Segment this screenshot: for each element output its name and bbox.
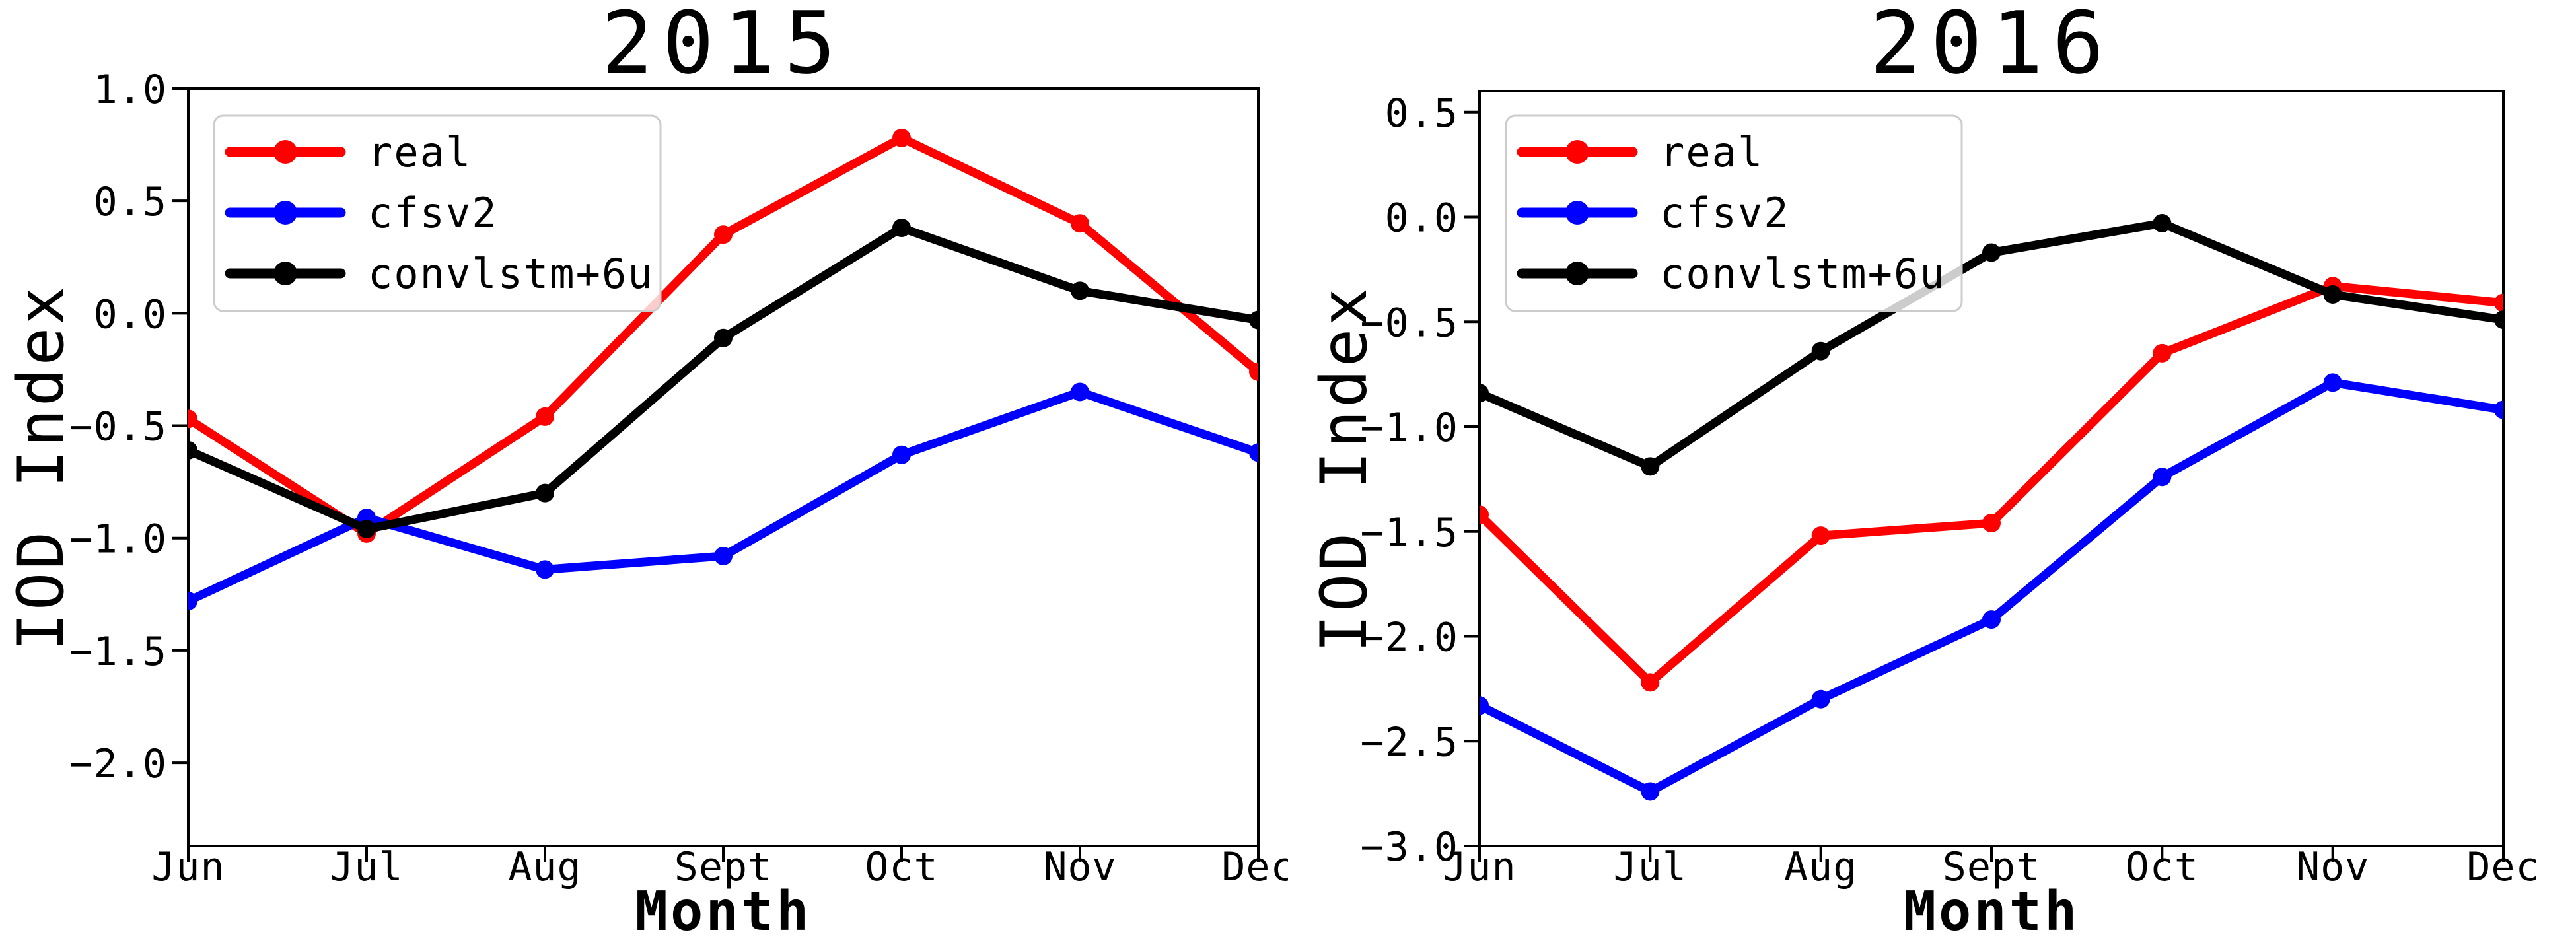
y-axis-label: IOD Index	[1307, 285, 1381, 652]
data-point-real-Oct	[2153, 343, 2172, 363]
data-point-convlstm+6u-Aug	[1811, 341, 1830, 361]
y-tick-label: −1.5	[69, 629, 168, 675]
data-point-convlstm+6u-Sept	[1982, 243, 2001, 262]
data-point-real-Sept	[714, 225, 733, 244]
data-point-cfsv2-Dec	[2494, 400, 2503, 419]
x-tick-label: Jul	[330, 844, 403, 890]
legend-sample-marker	[273, 201, 297, 225]
legend-sample-marker	[1565, 262, 1589, 285]
data-point-convlstm+6u-Nov	[2323, 285, 2342, 304]
x-tick-label: Aug	[508, 844, 581, 890]
legend-label: real	[1660, 128, 1764, 176]
x-tick-label: Aug	[1784, 844, 1857, 890]
y-tick-label: 0.0	[1385, 195, 1458, 242]
data-point-real-Oct	[892, 128, 911, 147]
data-point-convlstm+6u-Sept	[714, 328, 733, 347]
data-point-cfsv2-Aug	[1811, 689, 1830, 709]
chart-title: 2015	[601, 0, 845, 93]
y-tick-label: −1.0	[69, 516, 168, 563]
data-point-cfsv2-Sept	[714, 546, 733, 565]
legend-frame	[1505, 114, 1963, 312]
data-point-convlstm+6u-Dec	[2494, 310, 2503, 330]
x-tick-label: Dec	[2466, 844, 2540, 890]
y-tick-label: 0.5	[1385, 90, 1458, 137]
x-tick-label: Nov	[1043, 844, 1116, 890]
legend: real cfsv2 convlstm+6u	[1505, 114, 1963, 312]
x-tick-label: Oct	[865, 844, 938, 890]
y-tick-label: −1.5	[1361, 510, 1459, 556]
data-point-real-Jun	[188, 409, 197, 429]
data-point-convlstm+6u-Jul	[357, 520, 376, 539]
series-line-cfsv2	[1480, 378, 2503, 796]
legend-sample-marker	[273, 262, 297, 285]
x-axis-label: Month	[635, 880, 812, 943]
y-tick-label: 1.0	[94, 67, 167, 113]
legend-frame	[213, 114, 662, 312]
axes-layer: 1.0 0.5 0.0 −0.5 −1.0 −1.5 −2.0 Jun Jul Aug Sept Oc…	[69, 67, 1289, 890]
chart-panel-left: 1.0 0.5 0.0 −0.5 −1.0 −1.5 −2.0 Jun Jul Aug Sept Oc…	[4, 0, 1289, 943]
legend-sample-marker	[1565, 140, 1589, 164]
legend-label: cfsv2	[368, 189, 498, 237]
x-tick-label: Jun	[1443, 844, 1516, 890]
y-tick-label: −2.0	[69, 741, 168, 787]
data-point-convlstm+6u-Jul	[1641, 457, 1660, 476]
legend-label: real	[368, 128, 472, 176]
data-point-cfsv2-Aug	[536, 560, 554, 579]
data-point-real-Sept	[1982, 514, 2001, 533]
x-tick-label: Sept	[1943, 844, 2041, 890]
series-group	[188, 128, 1258, 611]
chart-title: 2016	[1869, 0, 2113, 93]
y-tick-label: 0.5	[94, 179, 167, 225]
y-tick-label: −0.5	[69, 404, 168, 450]
y-tick-label: 0.0	[94, 291, 167, 337]
data-point-cfsv2-Jun	[188, 592, 197, 611]
x-tick-label: Jul	[1614, 844, 1687, 890]
x-tick-label: Dec	[1221, 844, 1288, 890]
data-point-cfsv2-Oct	[2153, 468, 2172, 487]
data-point-convlstm+6u-Dec	[1249, 310, 1258, 330]
data-point-convlstm+6u-Jun	[1480, 384, 1489, 403]
data-point-convlstm+6u-Nov	[1071, 281, 1089, 300]
legend: real cfsv2 convlstm+6u	[213, 114, 662, 312]
y-tick-label: −2.0	[1361, 615, 1459, 661]
data-point-real-Dec	[1249, 362, 1258, 381]
data-point-real-Dec	[2494, 293, 2503, 312]
data-point-real-Nov	[1071, 214, 1089, 233]
data-point-cfsv2-Nov	[1071, 382, 1089, 402]
data-point-real-Aug	[536, 407, 554, 426]
data-point-cfsv2-Nov	[2323, 373, 2342, 392]
data-point-cfsv2-Jul	[1641, 782, 1660, 801]
data-point-real-Jun	[1480, 505, 1489, 524]
data-point-cfsv2-Dec	[1249, 443, 1258, 462]
legend-label: convlstm+6u	[368, 250, 654, 298]
data-point-convlstm+6u-Oct	[892, 219, 911, 238]
x-tick-label: Jun	[151, 844, 225, 890]
y-axis-label: IOD Index	[4, 284, 78, 651]
legend-sample-marker	[273, 140, 297, 164]
y-tick-label: −1.0	[1361, 405, 1459, 451]
x-tick-label: Nov	[2296, 844, 2369, 890]
data-point-convlstm+6u-Jun	[188, 440, 197, 460]
series-line-cfsv2	[188, 387, 1258, 606]
data-point-convlstm+6u-Oct	[2153, 214, 2172, 233]
legend-label: convlstm+6u	[1660, 250, 1946, 298]
data-point-real-Aug	[1811, 526, 1830, 546]
data-point-cfsv2-Sept	[1982, 610, 2001, 629]
data-point-cfsv2-Oct	[892, 445, 911, 464]
y-tick-label: −2.5	[1361, 719, 1459, 765]
y-tick-label: −3.0	[1361, 824, 1459, 870]
data-point-convlstm+6u-Aug	[536, 483, 554, 503]
data-point-real-Jul	[1641, 673, 1660, 692]
series-group	[1480, 214, 2503, 801]
x-tick-label: Sept	[674, 844, 773, 890]
legend-label: cfsv2	[1660, 189, 1790, 237]
x-axis-label: Month	[1904, 880, 2080, 943]
x-tick-label: Oct	[2126, 844, 2199, 890]
data-point-cfsv2-Jun	[1480, 696, 1489, 715]
legend-sample-marker	[1565, 201, 1589, 225]
y-tick-label: −0.5	[1361, 300, 1459, 346]
